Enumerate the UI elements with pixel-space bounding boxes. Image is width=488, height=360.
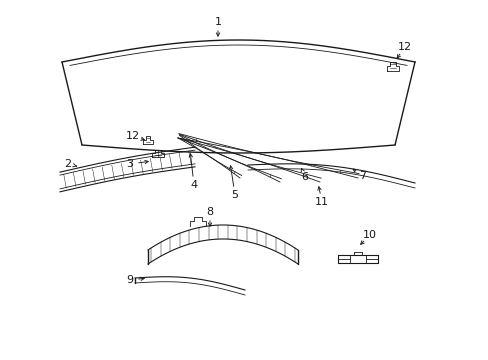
Text: 7: 7	[359, 171, 366, 181]
Text: 12: 12	[397, 42, 411, 52]
Text: 1: 1	[214, 17, 221, 27]
Text: 12: 12	[126, 131, 140, 141]
Text: 2: 2	[64, 159, 71, 169]
Text: 8: 8	[206, 207, 213, 217]
Text: 11: 11	[314, 197, 328, 207]
Text: 3: 3	[126, 159, 133, 169]
Text: 5: 5	[231, 190, 238, 200]
Text: 4: 4	[190, 180, 197, 190]
Text: 9: 9	[126, 275, 133, 285]
Text: 6: 6	[301, 172, 308, 182]
Text: 10: 10	[362, 230, 376, 240]
